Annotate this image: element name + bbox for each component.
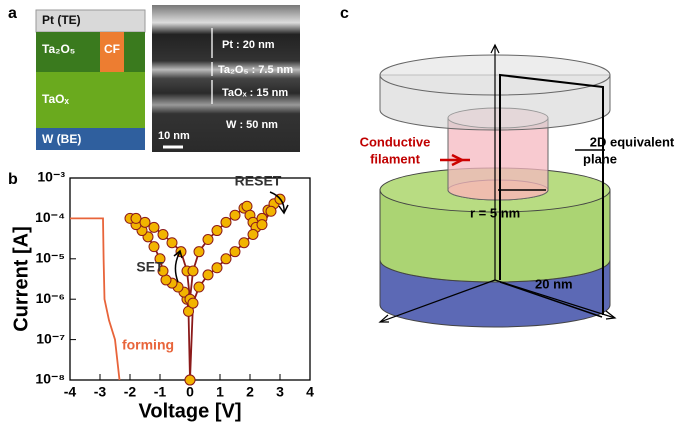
y-tick-label: 10⁻⁸ <box>35 371 65 387</box>
sem-label: Pt : 20 nm <box>222 39 275 51</box>
layer-label: CF <box>104 42 120 56</box>
sem-image <box>152 5 300 152</box>
data-point <box>130 212 142 224</box>
data-point <box>202 269 214 281</box>
data-point <box>229 209 241 221</box>
scale-bar-label: 10 nm <box>158 130 190 142</box>
panel-label: b <box>8 171 18 188</box>
data-point <box>157 265 169 277</box>
data-point <box>229 246 241 258</box>
data-point <box>166 237 178 249</box>
y-tick-label: 10⁻⁴ <box>35 209 65 225</box>
y-axis-label: Current [A] <box>10 226 32 332</box>
x-tick-label: 1 <box>216 384 224 400</box>
data-point <box>265 205 277 217</box>
sem-label: TaOₓ : 15 nm <box>222 87 288 99</box>
data-point <box>154 253 166 265</box>
x-tick-label: 2 <box>246 384 254 400</box>
y-tick-label: 10⁻⁷ <box>36 330 65 346</box>
data-point <box>187 265 199 277</box>
annotation: RESET <box>235 173 282 189</box>
data-point <box>193 246 205 258</box>
panel-label: c <box>340 5 349 22</box>
data-point <box>256 219 268 231</box>
layer-taox <box>36 72 145 128</box>
x-tick-label: -4 <box>64 384 77 400</box>
y-tick-label: 10⁻⁵ <box>35 250 65 266</box>
layer-w <box>36 128 145 150</box>
annotation-arrow <box>173 249 183 283</box>
data-point <box>238 237 250 249</box>
layer-cf <box>100 32 124 72</box>
width-label: 20 nm <box>535 276 573 291</box>
annotation: forming <box>122 337 174 353</box>
data-point <box>247 228 259 240</box>
data-point <box>220 216 232 228</box>
data-point <box>148 241 160 253</box>
data-point <box>148 221 160 233</box>
sem-label: W : 50 nm <box>226 119 278 131</box>
series-line <box>70 217 121 381</box>
plane-label: plane <box>583 151 617 166</box>
layer-label: TaOₓ <box>42 92 69 106</box>
data-point <box>139 216 151 228</box>
layer-label: Pt (TE) <box>42 13 81 27</box>
x-tick-label: 0 <box>186 384 194 400</box>
data-point <box>202 234 214 246</box>
data-point <box>187 297 199 309</box>
iv-chart: 10⁻⁸ 10⁻⁷ 10⁻⁶ 10⁻⁵ 10⁻⁴ 10⁻³ -4 -3 -2 -1 0 1 2 3 4 Vol… <box>10 169 314 423</box>
data-point <box>211 225 223 237</box>
x-tick-label: -1 <box>154 384 167 400</box>
annotation: SET <box>136 259 164 275</box>
cylinder-diagram <box>378 43 617 328</box>
radius-label: r = 5 nm <box>470 205 520 220</box>
y-tick-label: 10⁻³ <box>37 169 65 185</box>
layer-ta2o5 <box>36 32 145 72</box>
layer-label: W (BE) <box>42 132 81 146</box>
x-tick-label: -3 <box>94 384 107 400</box>
filament-label: filament <box>370 151 421 166</box>
sem-label: Ta₂O₅ : 7.5 nm <box>218 64 293 76</box>
data-point <box>220 253 232 265</box>
x-tick-label: 3 <box>276 384 284 400</box>
data-point <box>193 281 205 293</box>
data-point <box>183 305 194 317</box>
y-tick-label: 10⁻⁶ <box>36 290 65 306</box>
filament-label: Conductive <box>360 134 431 149</box>
x-axis-label: Voltage [V] <box>139 400 242 422</box>
data-point <box>211 262 223 274</box>
data-point <box>184 374 196 386</box>
x-tick-label: 4 <box>306 384 314 400</box>
panel-label: a <box>8 5 17 22</box>
plane-label: 2D equivalent <box>590 134 675 149</box>
data-point <box>157 228 169 240</box>
annotation-arrow <box>269 191 289 215</box>
x-tick-label: -2 <box>124 384 137 400</box>
layer-label: Ta₂O₅ <box>42 42 75 56</box>
